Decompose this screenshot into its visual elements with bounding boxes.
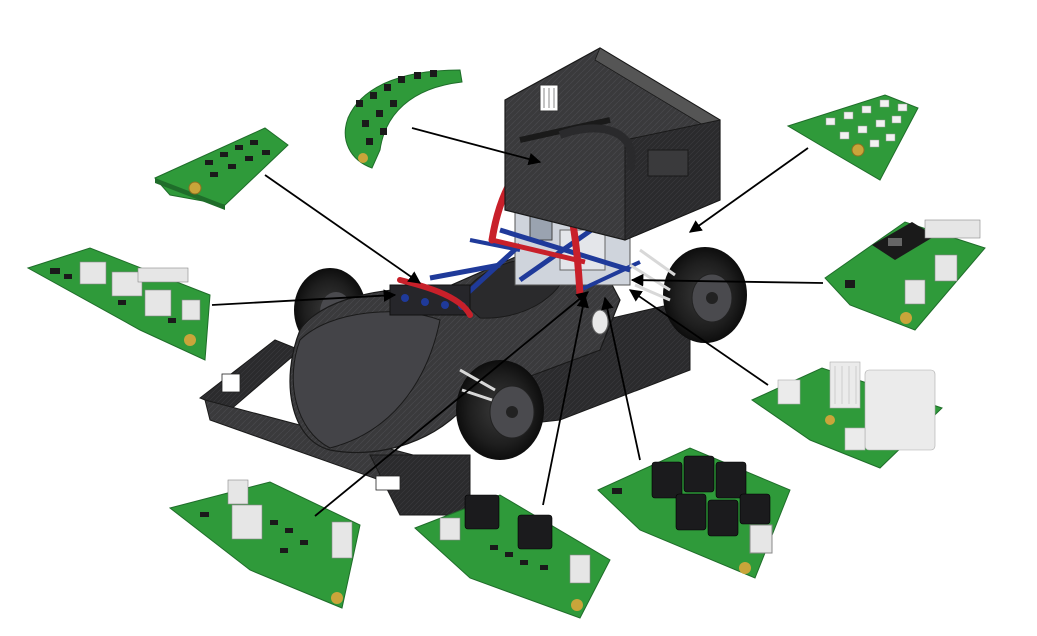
leader-line-bottom-left: [314, 291, 589, 517]
nose-cone: [292, 311, 441, 449]
board-left-connectors: [26, 247, 211, 361]
board-bottom-right-relays: [597, 447, 791, 579]
board-right-mcu: [824, 219, 986, 331]
leader-line-top-right: [688, 147, 809, 233]
leader-lines: [211, 127, 824, 517]
suspension-rear: [629, 248, 676, 302]
roll-hoop-brace: [491, 237, 586, 265]
board-right-heatsink: [750, 361, 943, 469]
tire-front-right: [456, 360, 544, 460]
leader-line-left: [211, 289, 397, 306]
leader-line-bottom-center: [542, 294, 589, 506]
leader-line-right-mcu: [630, 273, 824, 287]
board-top-arc: [344, 69, 463, 169]
board-top-left-slim: [154, 127, 289, 210]
leader-line-top-left: [264, 174, 422, 284]
board-top-right-leds: [786, 94, 919, 181]
race-car: [199, 47, 747, 516]
rear-wing: [504, 47, 721, 241]
board-bottom-center-inductors: [414, 494, 611, 619]
sensor-component: [591, 309, 609, 335]
front-roll-hoop: [397, 277, 473, 318]
tire-rear-right: [663, 247, 747, 343]
front-wing: [199, 339, 471, 516]
leader-line-bottom-right: [601, 296, 641, 461]
board-bottom-left-connectors: [168, 479, 361, 609]
leader-line-top-arc: [411, 127, 542, 166]
leader-line-right-heatsink: [628, 289, 769, 386]
